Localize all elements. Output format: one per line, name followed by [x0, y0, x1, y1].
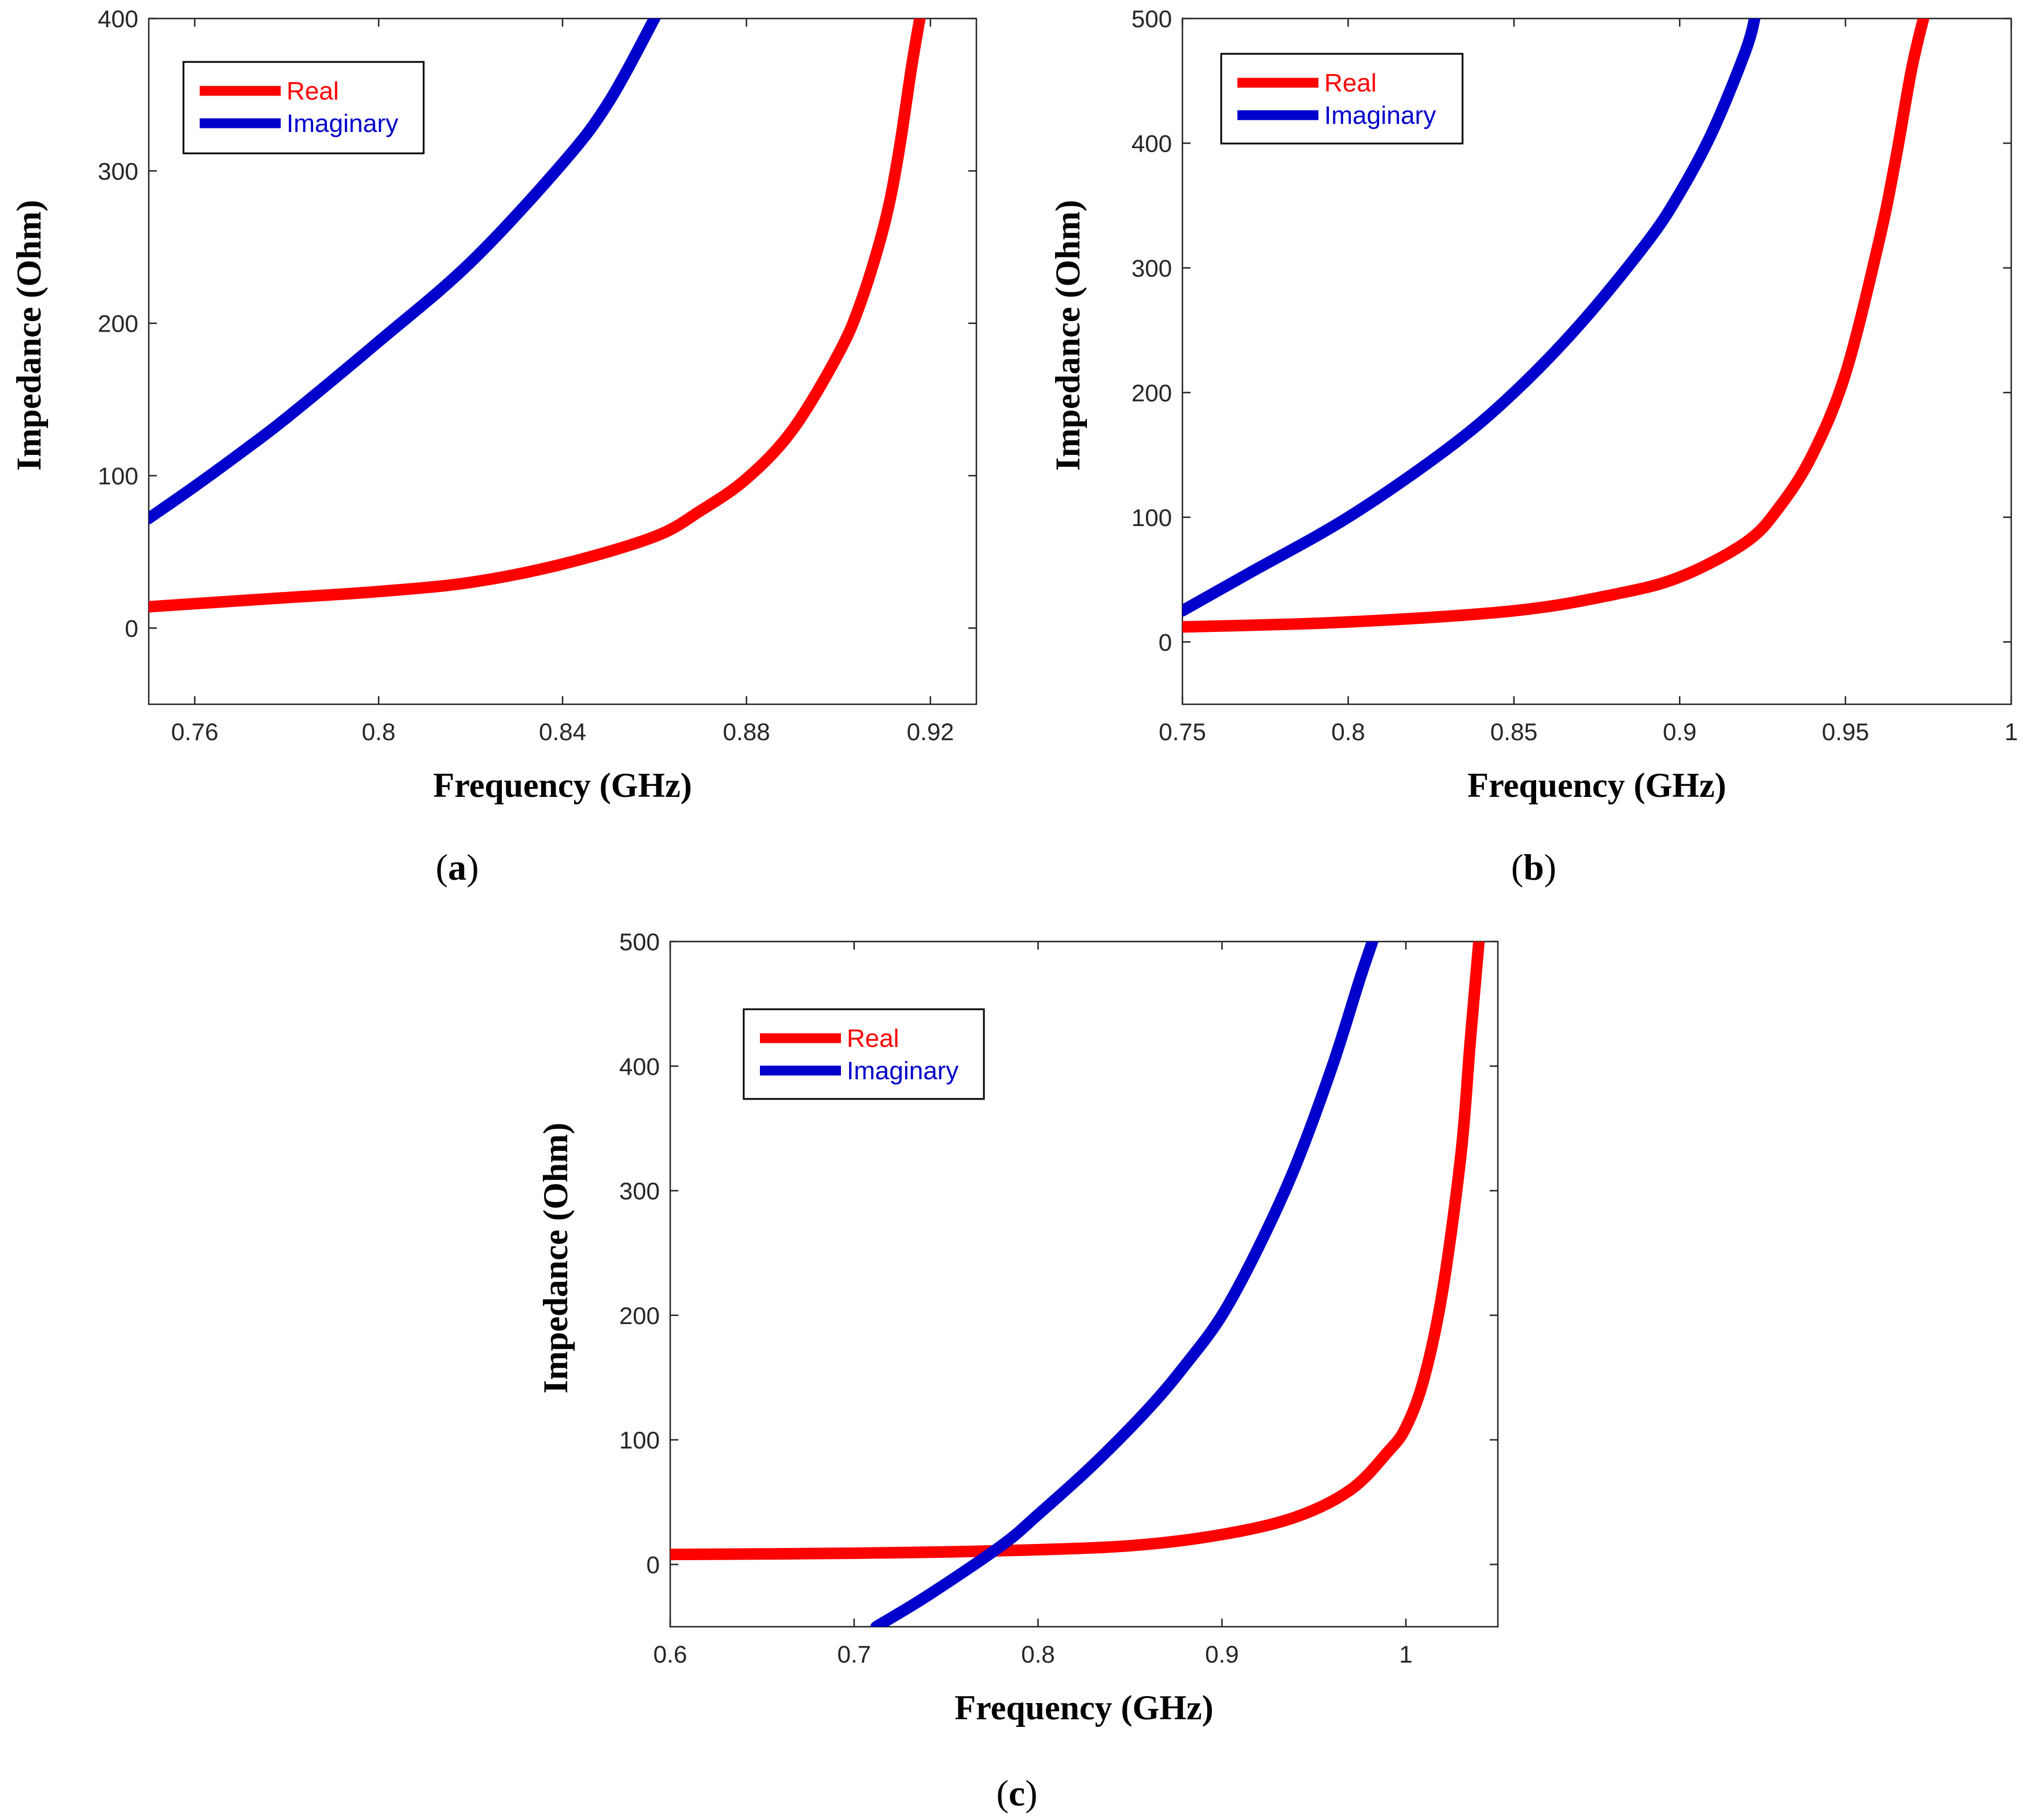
x-tick-label: 0.76 — [171, 718, 219, 745]
panel-caption: (a) — [436, 847, 479, 888]
series-line-imaginary — [149, 19, 660, 524]
x-tick-label: 0.84 — [539, 718, 586, 745]
y-tick-label: 400 — [1131, 130, 1172, 157]
y-tick-label: 300 — [98, 157, 138, 185]
panel-caption-letter: c — [1009, 1773, 1025, 1814]
x-axis-title: Frequency (GHz) — [1467, 766, 1726, 804]
legend-box — [743, 1008, 985, 1100]
legend: Real Imaginary — [1220, 53, 1464, 145]
x-tick-label: 0.6 — [653, 1641, 687, 1668]
x-axis-title: Frequency (GHz) — [954, 1689, 1213, 1727]
x-tick-label: 0.95 — [1822, 718, 1869, 745]
y-tick-label: 300 — [1131, 255, 1172, 282]
series-line-real — [670, 942, 1485, 1561]
y-tick-label: 500 — [1131, 5, 1172, 32]
legend-box — [182, 61, 425, 155]
x-axis-title: Frequency (GHz) — [433, 766, 692, 804]
legend-label-imaginary: Imaginary — [847, 1057, 958, 1085]
y-tick-label: 0 — [646, 1551, 660, 1578]
y-tick-label: 0 — [1159, 628, 1172, 656]
x-tick-label: 0.7 — [837, 1641, 871, 1668]
chart-a: 0.76 0.8 0.84 0.88 0.92 0 100 200 300 400 Real Imag… — [10, 5, 978, 888]
panel-caption-letter: a — [448, 847, 466, 888]
y-tick-label: 300 — [619, 1178, 660, 1205]
x-tick-label: 0.85 — [1490, 718, 1538, 745]
y-tick-label: 200 — [619, 1302, 660, 1329]
x-tick-label: 1 — [1399, 1641, 1412, 1668]
legend: Real Imaginary — [182, 61, 425, 155]
legend: Real Imaginary — [743, 1008, 985, 1100]
legend-label-imaginary: Imaginary — [286, 109, 398, 138]
panel-caption-letter: b — [1523, 847, 1544, 888]
legend-label-real: Real — [1324, 69, 1377, 97]
panel-caption: (b) — [1511, 847, 1556, 888]
x-tick-label: 0.9 — [1205, 1641, 1239, 1668]
x-tick-label: 0.8 — [1331, 718, 1365, 745]
series-line-real — [149, 19, 926, 613]
chart-c: 0.6 0.7 0.8 0.9 1 0 100 200 300 400 500 Real Imagina… — [537, 928, 1499, 1814]
y-tick-label: 400 — [619, 1053, 660, 1080]
y-tick-label: 500 — [619, 928, 660, 955]
legend-label-real: Real — [847, 1024, 899, 1053]
series-line-imaginary — [870, 942, 1379, 1627]
y-axis-title: Impedance (Ohm) — [537, 1123, 575, 1394]
y-axis-title: Impedance (Ohm) — [1049, 200, 1087, 470]
y-tick-label: 200 — [1131, 379, 1172, 406]
y-tick-label: 200 — [98, 310, 138, 337]
x-tick-label: 0.8 — [1021, 1641, 1055, 1668]
x-tick-label: 0.88 — [723, 718, 770, 745]
x-tick-label: 0.92 — [907, 718, 954, 745]
series-line-imaginary — [1182, 19, 1761, 617]
panel-caption: (c) — [996, 1773, 1037, 1814]
y-tick-label: 400 — [98, 5, 138, 32]
y-tick-label: 100 — [1131, 504, 1172, 531]
legend-label-real: Real — [286, 77, 339, 105]
x-tick-label: 0.9 — [1663, 718, 1696, 745]
y-tick-label: 100 — [619, 1426, 660, 1454]
series-line-real — [1182, 19, 1930, 633]
y-tick-label: 0 — [125, 615, 138, 642]
x-tick-label: 0.8 — [362, 718, 395, 745]
legend-label-imaginary: Imaginary — [1324, 101, 1436, 130]
y-axis-title: Impedance (Ohm) — [10, 200, 48, 470]
x-tick-label: 1 — [2004, 718, 2018, 745]
x-tick-label: 0.75 — [1159, 718, 1206, 745]
legend-box — [1220, 53, 1464, 145]
y-tick-label: 100 — [98, 462, 138, 490]
chart-b: 0.75 0.8 0.85 0.9 0.95 1 0 100 200 300 400 500 Real I… — [1049, 5, 2018, 888]
